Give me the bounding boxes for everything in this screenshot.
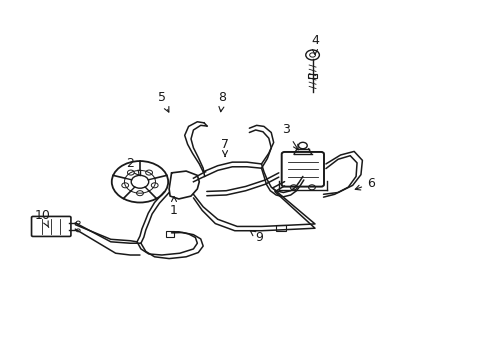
Text: 7: 7 [221,138,228,156]
Text: 5: 5 [158,91,168,112]
Bar [276,225,285,231]
Text: 2: 2 [126,157,139,175]
Text: 6: 6 [354,177,374,190]
Text: 8: 8 [218,91,226,112]
Text: 9: 9 [249,230,263,244]
Bar [307,74,316,78]
Text: 1: 1 [170,197,178,217]
Text: 4: 4 [310,34,318,54]
Text: 3: 3 [281,123,298,150]
Text: 10: 10 [35,209,51,228]
Bar [166,231,174,237]
